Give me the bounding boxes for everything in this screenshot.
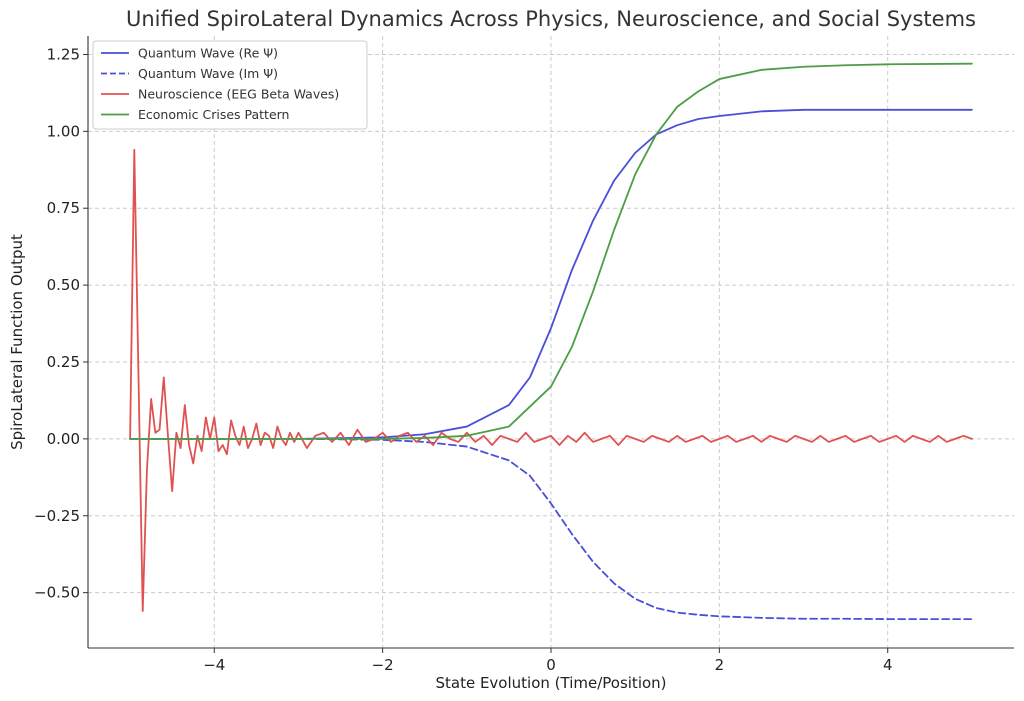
- y-tick-label: 0.50: [47, 276, 80, 294]
- tick-layer: −4 −2 0 2 4 −0.50 −0.25 0.00 0.25 0.50 0.75 1.00 1.2…: [34, 45, 892, 674]
- series-layer: [129, 62, 973, 620]
- x-tick-label: −2: [372, 656, 394, 674]
- series-line-0: [129, 108, 973, 440]
- legend-label-3: Economic Crises Pattern: [138, 107, 289, 122]
- x-tick-label: 0: [546, 656, 556, 674]
- y-tick-label: 1.00: [47, 122, 80, 140]
- legend: Quantum Wave (Re Ψ) Quantum Wave (Im Ψ) Ne…: [92, 40, 368, 130]
- y-tick-label: 0.75: [47, 199, 80, 217]
- series-line-1: [129, 437, 973, 620]
- legend-box: [92, 40, 368, 130]
- y-tick-label: 0.00: [47, 430, 80, 448]
- y-tick-label: −0.50: [34, 584, 80, 602]
- y-axis-label: SpiroLateral Function Output: [8, 234, 26, 450]
- x-axis-label: State Evolution (Time/Position): [435, 674, 666, 692]
- x-tick-label: 4: [883, 656, 893, 674]
- x-tick-label: −4: [203, 656, 225, 674]
- grid-layer: [88, 36, 1014, 648]
- legend-label-2: Neuroscience (EEG Beta Waves): [138, 87, 339, 102]
- y-tick-label: −0.25: [34, 507, 80, 525]
- x-tick-label: 2: [715, 656, 725, 674]
- y-tick-label: 0.25: [47, 353, 80, 371]
- legend-label-1: Quantum Wave (Im Ψ): [138, 66, 278, 81]
- chart-title: Unified SpiroLateral Dynamics Across Phy…: [126, 7, 976, 31]
- y-tick-label: 1.25: [47, 45, 80, 63]
- series-line-2: [129, 148, 973, 612]
- series-line-3: [129, 62, 973, 440]
- legend-label-0: Quantum Wave (Re Ψ): [138, 46, 278, 61]
